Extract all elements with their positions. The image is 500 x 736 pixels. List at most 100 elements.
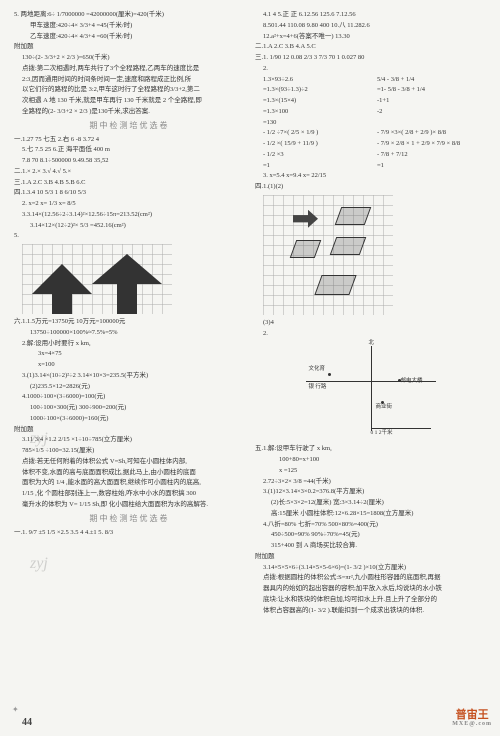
text-line: 3. x=5.4 x=9.4 x= 22/15: [255, 171, 486, 181]
math-line: =1.3×(15×4): [263, 96, 372, 106]
math-line: - 1/2 ÷7×( 2/5 × 1/9 ): [263, 128, 372, 138]
right-column: 4.1 4 5.正 正 6.12.56 125.6 7.12.56 8.501.…: [255, 10, 486, 706]
map-label: 文化育: [309, 365, 326, 373]
text-line: 3x=4×75: [14, 349, 245, 359]
text-line: 2:3,因而通用时间的时间条时间一定,速度和路程成正比例,所: [14, 75, 245, 85]
math-line: -2: [377, 107, 486, 117]
square-shape: [52, 294, 72, 314]
triangle-shape: [92, 254, 162, 284]
text-line: (3)4: [255, 318, 486, 328]
map-scale-label: 0 1 2千米: [371, 429, 393, 437]
text-line: 2.解:设用小时要行 x km,: [14, 339, 245, 349]
map-point: [328, 373, 331, 376]
text-line: 130÷(2- 3/3+2 × 2/3 )=650(千米): [14, 53, 245, 63]
text-line: 二.1.A 2.C 3.B 4.A 5.C: [255, 42, 486, 52]
grid-chart-1: [22, 244, 172, 314]
text-line: 1/15 ,化 个圆柱部别连上一,数容柱始,咋水中小水的面积搞 300: [14, 489, 245, 499]
text-line: 六.1.1.5万元=13750元 10万元=100000元: [14, 317, 245, 327]
math-line: - 7/9 × 2/8 × 1 + 2/9 × 7/9 × 8/8: [377, 139, 486, 149]
math-col: - 7/9 ×3×( 2/8 + 2/9 )× 8/8 - 7/9 × 2/8 …: [377, 128, 486, 171]
star-icon: ✦: [12, 705, 19, 714]
text-line: 2.: [255, 329, 486, 339]
text-line: 四.1.(1)(2): [255, 182, 486, 192]
map-label: 邮电大楼: [401, 377, 423, 385]
text-line: 3.14×12×(12÷2)²× 5/3 =452.16(cm²): [14, 221, 245, 231]
parallelogram-shape: [290, 240, 322, 258]
site-logo: 普宙王 MXE@.com: [452, 709, 492, 728]
math-col: 5/4 - 3/8 + 1/4 =1- 5/8 - 3/8 + 1/4 -1+1…: [377, 75, 486, 129]
math-line: -1+1: [377, 96, 486, 106]
text-line: 二.1.× 2.× 3.√ 4.√ 5.×: [14, 167, 245, 177]
text-line: 甲车速度:420÷4× 3/3+4 =45(千米/时): [14, 21, 245, 31]
section-title: 附加题: [255, 552, 486, 562]
page-number: 44: [22, 717, 32, 728]
math-line: - 7/8 + 7/12: [377, 150, 486, 160]
text-line: 100÷100×300(元) 300÷900=200(元): [14, 403, 245, 413]
text-line: 体积不变,水面的高与底面面积成比,据此马上,由小圆柱的底面: [14, 468, 245, 478]
text-line: 点拨:根据圆柱的体积公式:S=πr²,九小圆柱形容器的底面积,再据: [255, 573, 486, 583]
math-line: - 1/2 ×( 15/9 + 11/9 ): [263, 139, 372, 149]
text-line: 全路程的(2- 3/3+2 × 2/3 )是130千米,求出答案.: [14, 107, 245, 117]
map-point: [398, 379, 401, 382]
text-line: (2)长:5×3×2=12(厘米) 宽:3×3.14÷2(厘米): [255, 498, 486, 508]
text-line: 4.1000÷100×(3÷6000)=100(元): [14, 392, 245, 402]
text-line: x =125: [255, 466, 486, 476]
section-title: 附加题: [14, 425, 245, 435]
map-scale-line: [371, 428, 431, 429]
heading-midterm-2: 期中检测培优选卷: [14, 513, 245, 525]
logo-main: 普宙王: [452, 709, 492, 721]
math-line: 5/4 - 3/8 + 1/4: [377, 75, 486, 85]
text-line: 次相遇 A 地 130 千米,就是甲车再行 130 千米就是 2 个全路程,即: [14, 96, 245, 106]
parallelogram-shape: [314, 275, 356, 295]
text-line: 乙车速度:420÷4× 4/3+4 =60(千米/时): [14, 32, 245, 42]
map-point: [381, 401, 384, 404]
text-line: 7.8 70 8.1÷500000 9.49.58 35,52: [14, 156, 245, 166]
text-line: 2.: [255, 64, 486, 74]
text-line: 5.七 7.5 25 6.正 海平面低 400 m: [14, 145, 245, 155]
triangle-shape: [32, 264, 92, 294]
math-line: =1.3×100: [263, 107, 372, 117]
text-line: 2.72÷3×2× 3/8 =44(千米): [255, 477, 486, 487]
text-line: 450÷500=90% 90%÷70%=45(元): [255, 530, 486, 540]
text-line: 底块:让水和铁块的体积自加,均可扣水上升.且上升了全部分的: [255, 595, 486, 605]
map-label: 银 行路: [309, 383, 327, 391]
text-line: x=100: [14, 360, 245, 370]
text-line: 5. 两地距离:6÷ 1/7000000 =42000000(厘米)=420(千…: [14, 10, 245, 20]
math-col: 1.3×93÷2.6 =1.3×(93÷1.3)÷2 =1.3×(15×4) =…: [263, 75, 372, 129]
text-line: 3.(1)3.14×(10÷2)²÷2 3.14×10×3=235.5(平方米): [14, 371, 245, 381]
arrow-shape: [293, 210, 318, 228]
text-line: 5.: [14, 231, 245, 241]
math-line: 1.3×93÷2.6: [263, 75, 372, 85]
math-line: - 7/9 ×3×( 2/8 + 2/9 )× 8/8: [377, 128, 486, 138]
text-line: 以它们行的路程的比是 3:2,甲车这时行了全程路程的3/3+2,第二: [14, 85, 245, 95]
text-line: 100+80=x+100: [255, 455, 486, 465]
section-title: 附加题: [14, 42, 245, 52]
text-line: 点拨:若无任何附着的体积公式 V=Sh,可知在小圆柱体内部,: [14, 457, 245, 467]
text-line: 面积为大的 1/4 ,能水面的高大面面积,继续作可小圆柱内的底高,: [14, 478, 245, 488]
parallelogram-shape: [335, 207, 372, 225]
text-line: 13750÷100000×100%≈7.5%=5%: [14, 328, 245, 338]
math-line: =1- 5/8 - 3/8 + 1/4: [377, 85, 486, 95]
grid-chart-2: [263, 195, 393, 315]
text-line: 2. x=2 x= 1/3 x= 8/5: [14, 199, 245, 209]
text-line: 3.3.14×(12.56÷2÷3.14)²×12.56÷15π=213.52(…: [14, 210, 245, 220]
parallelogram-shape: [330, 237, 367, 255]
logo-sub: MXE@.com: [452, 721, 492, 728]
text-line: 3.11 3/4 ×1.2 2/15 ×1÷10÷785(立方厘米): [14, 435, 245, 445]
text-line: 高:15厘米 小圆柱体积:12×6.28×15=1808(立方厘米): [255, 509, 486, 519]
text-line: 4.1 4 5.正 正 6.12.56 125.6 7.12.56: [255, 10, 486, 20]
heading-midterm-1: 期中检测培优选卷: [14, 120, 245, 132]
text-line: 785×1/5 ÷100=32.15(厘米): [14, 446, 245, 456]
page-container: 5. 两地距离:6÷ 1/7000000 =42000000(厘米)=420(千…: [0, 0, 500, 736]
map-label: 商业街: [376, 403, 393, 411]
math-calc-row-2: - 1/2 ÷7×( 2/5 × 1/9 ) - 1/2 ×( 15/9 + 1…: [255, 128, 486, 171]
text-line: 器具内的始如的起出容器的容积;加平放入水后,均说块的水小铁: [255, 584, 486, 594]
text-line: 体积占容器高的(1- 3/2 ).联能扣到一个成求出铁块的体积.: [255, 606, 486, 616]
text-line: 315+400 到 A 商场买比较合算.: [255, 541, 486, 551]
text-line: 五.1.解:设甲车行驶了 x km,: [255, 444, 486, 454]
text-line: 4.八折=80% 七折=70% 500×80%=400(元): [255, 520, 486, 530]
math-line: =1: [263, 161, 372, 171]
math-line: =1.3×(93÷1.3)÷2: [263, 85, 372, 95]
map-axis-v: [371, 346, 372, 431]
text-line: 一.1. 9/7 ±5 1/5 ×2.5 3.5 4 4.±1 5. 8/3: [14, 528, 245, 538]
